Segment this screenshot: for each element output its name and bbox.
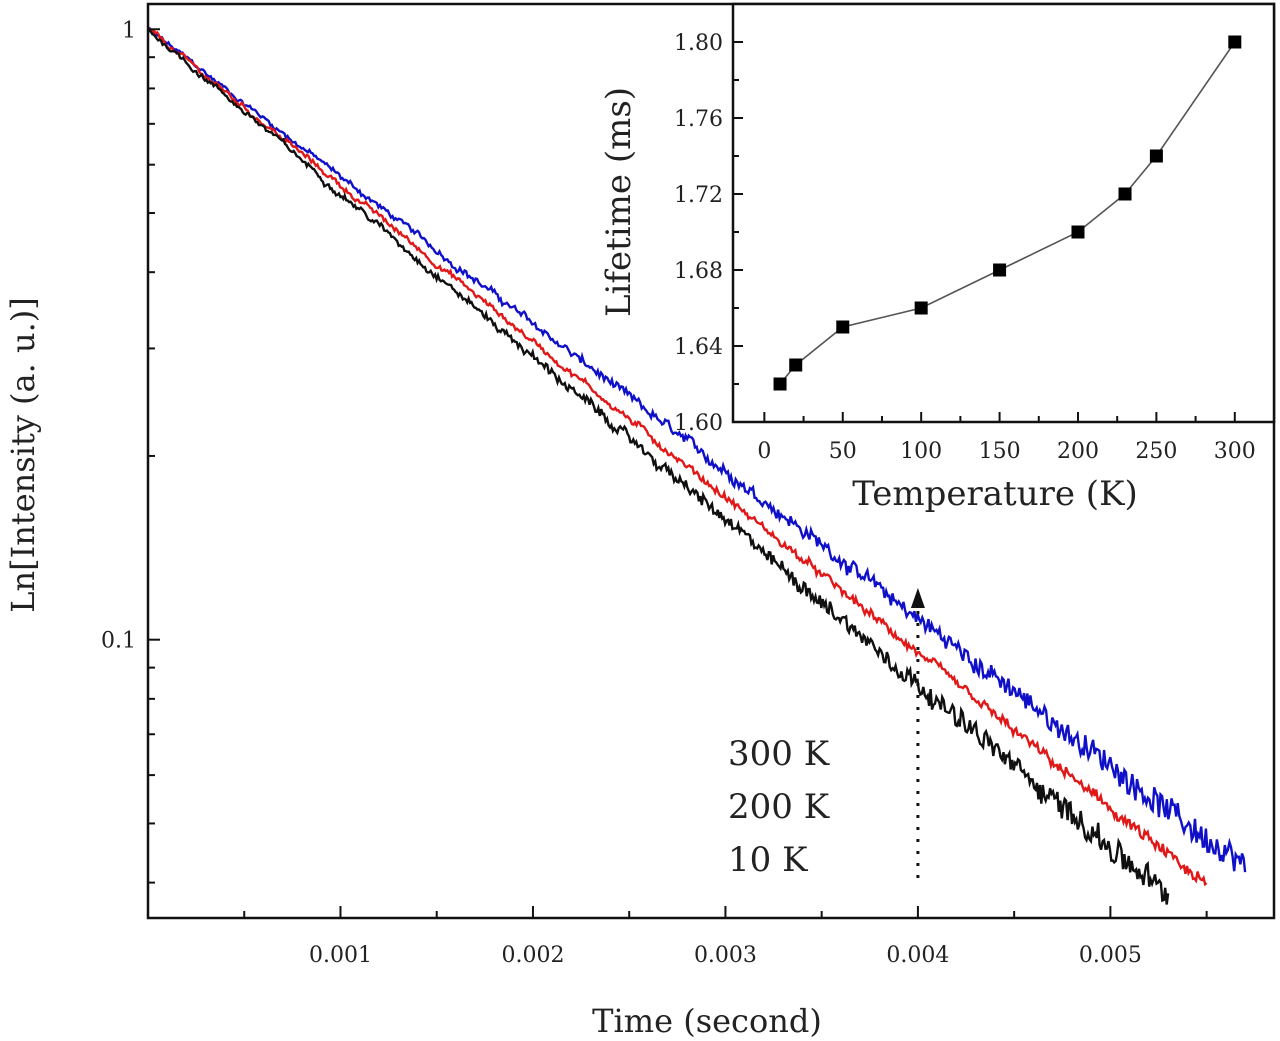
inset-y-tick-label: 1.72 (674, 183, 723, 208)
series-line (148, 26, 1208, 887)
inset-x-tick-label: 250 (1135, 439, 1177, 464)
inset-y-tick-label: 1.76 (674, 107, 723, 132)
inset-y-tick-label: 1.80 (674, 31, 723, 56)
inset-data-point (1149, 149, 1163, 163)
series-group (148, 26, 1247, 905)
x-tick-label: 0.004 (886, 943, 949, 968)
inset-x-tick-label: 150 (979, 439, 1021, 464)
inset-plot: 0 50 100 150 200 250 3001.601.641.681.721.761.… (599, 2, 1276, 514)
plot-frame (146, 2, 1276, 920)
x-axis-title: Time (second) (592, 1002, 822, 1040)
legend-label: 300 K (728, 734, 830, 774)
inset-data-point (914, 301, 928, 315)
series-line (148, 26, 1247, 873)
inset-x-tick-label: 300 (1214, 439, 1256, 464)
legend-label: 200 K (728, 787, 830, 827)
inset-y-tick-label: 1.68 (674, 259, 723, 284)
legend: 300 K 200 K 10 K (728, 734, 830, 880)
inset-data-point (789, 358, 803, 372)
y-axis-title: Ln[Intensity (a. u.)] (4, 297, 42, 612)
inset-data-point (993, 263, 1007, 277)
inset-y-axis-title: Lifetime (ms) (599, 87, 639, 317)
inset-data-point (1118, 187, 1132, 201)
inset-x-tick-label: 50 (829, 439, 857, 464)
inset-data-point (836, 320, 850, 334)
y-tick-label: 1 (122, 18, 136, 43)
legend-label: 10 K (728, 840, 808, 880)
x-tick-label: 0.002 (501, 943, 564, 968)
inset-data-point (1228, 35, 1242, 49)
inset-x-axis: 0 50 100 150 200 250 300 (757, 412, 1256, 464)
inset-y-axis: 1.60 1.64 1.68 1.72 1.76 1.80 (674, 31, 743, 436)
inset-data-point (773, 377, 787, 391)
series-line (148, 28, 1170, 905)
inset-x-tick-label: 0 (757, 439, 771, 464)
x-axis: 0.001 0.002 0.003 0.004 0.005 (147, 906, 1208, 968)
y-axis: 0.11 (101, 18, 160, 884)
x-tick-label: 0.005 (1079, 943, 1142, 968)
inset-x-tick-label: 100 (900, 439, 942, 464)
inset-x-axis-title: Temperature (K) (852, 474, 1137, 514)
arrowhead (910, 588, 925, 608)
x-tick-label: 0.003 (694, 943, 757, 968)
y-tick-label: 0.1 (101, 629, 136, 654)
inset-x-tick-label: 200 (1057, 439, 1099, 464)
inset-frame (731, 2, 1276, 424)
inset-data-point (1071, 225, 1085, 239)
temperature-arrow (910, 588, 925, 878)
x-tick-label: 0.001 (309, 943, 372, 968)
inset-y-tick-label: 1.64 (674, 335, 723, 360)
inset-y-tick-label: 1.60 (674, 411, 723, 436)
